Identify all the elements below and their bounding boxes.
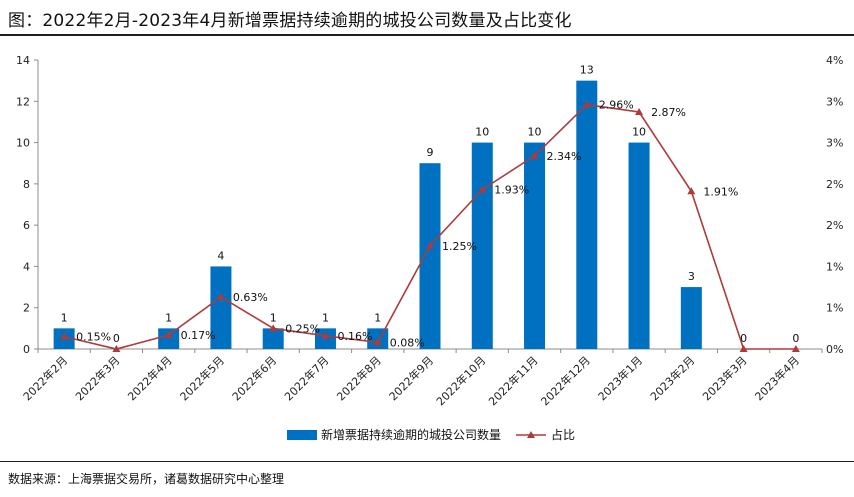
- left-tick-label: 14: [16, 54, 30, 67]
- bar-value-label: 1: [61, 311, 68, 324]
- ratio-value-label: 0.08%: [390, 336, 425, 349]
- ratio-value-label: 2.34%: [547, 150, 582, 163]
- right-tick-label: 2%: [826, 178, 843, 191]
- bar: [419, 163, 441, 349]
- ratio-value-label: 0.15%: [76, 331, 111, 344]
- ratio-marker: [112, 345, 121, 352]
- bar-value-label: 0: [792, 332, 799, 345]
- right-tick-label: 0%: [826, 343, 843, 356]
- x-tick-label: 2022年5月: [177, 353, 227, 403]
- x-tick-label: 2023年2月: [647, 353, 697, 403]
- ratio-marker: [687, 187, 696, 195]
- footer-divider: [0, 461, 854, 462]
- x-tick-label: 2022年11月: [486, 353, 541, 408]
- bar-value-label: 0: [113, 332, 120, 345]
- bar-value-label: 10: [632, 126, 646, 139]
- ratio-value-label: 0.63%: [233, 291, 268, 304]
- ratio-value-label: 2.87%: [651, 106, 686, 119]
- ratio-value-label: 1.93%: [494, 184, 529, 197]
- left-tick-label: 4: [23, 260, 30, 273]
- left-tick-label: 10: [16, 137, 30, 150]
- bar: [576, 80, 598, 350]
- x-tick-label: 2022年6月: [229, 353, 279, 403]
- bar-value-label: 1: [322, 311, 329, 324]
- x-tick-label: 2022年12月: [538, 353, 593, 408]
- right-tick-label: 4%: [826, 54, 843, 67]
- bar-value-label: 0: [740, 332, 747, 345]
- bar-value-label: 1: [374, 311, 381, 324]
- right-tick-label: 1%: [826, 260, 843, 273]
- ratio-marker: [373, 338, 382, 346]
- ratio-marker: [216, 292, 225, 300]
- ratio-marker: [635, 108, 644, 116]
- legend-line-label: 占比: [551, 427, 575, 442]
- ratio-marker: [791, 345, 800, 352]
- bar-value-label: 13: [580, 64, 594, 77]
- ratio-value-label: 0.17%: [181, 329, 216, 342]
- ratio-marker: [478, 185, 487, 193]
- x-tick-label: 2022年7月: [281, 353, 331, 403]
- bar: [680, 287, 702, 349]
- ratio-marker: [426, 241, 434, 249]
- x-tick-label: 2022年9月: [386, 353, 436, 403]
- x-tick-label: 2022年8月: [334, 353, 384, 403]
- bar: [158, 328, 180, 349]
- right-tick-label: 2%: [826, 219, 843, 232]
- bar-value-label: 1: [165, 311, 172, 324]
- right-tick-label: 3%: [826, 95, 843, 108]
- x-tick-label: 2023年1月: [595, 353, 645, 403]
- bar-value-label: 3: [688, 270, 695, 283]
- bar-value-label: 9: [427, 146, 434, 159]
- left-tick-label: 0: [23, 343, 30, 356]
- bar-value-label: 10: [475, 126, 489, 139]
- bar-value-label: 1: [270, 311, 277, 324]
- left-tick-label: 12: [16, 95, 30, 108]
- bar: [628, 142, 650, 349]
- ratio-value-label: 2.96%: [599, 99, 634, 112]
- ratio-value-label: 0.16%: [337, 330, 372, 343]
- left-tick-label: 2: [23, 302, 30, 315]
- x-tick-label: 2022年10月: [433, 353, 488, 408]
- legend-bar-swatch: [287, 430, 317, 440]
- ratio-value-label: 0.25%: [285, 322, 320, 335]
- ratio-marker: [164, 330, 173, 338]
- x-tick-label: 2023年4月: [752, 353, 802, 403]
- title-divider: [0, 34, 854, 36]
- ratio-marker: [321, 331, 330, 339]
- bar: [262, 328, 284, 349]
- ratio-marker: [582, 100, 591, 108]
- ratio-value-label: 1.25%: [442, 240, 477, 253]
- ratio-marker: [269, 324, 278, 332]
- legend-line-marker: [527, 431, 535, 438]
- left-tick-label: 8: [23, 178, 30, 191]
- bar: [524, 142, 546, 349]
- left-tick-label: 6: [23, 219, 30, 232]
- bar: [210, 266, 232, 349]
- ratio-marker: [530, 151, 539, 159]
- ratio-marker: [739, 345, 748, 352]
- ratio-value-label: 1.91%: [703, 185, 738, 198]
- x-tick-label: 2022年3月: [72, 353, 122, 403]
- source-note: 数据来源：上海票据交易所，诸葛数据研究中心整理: [8, 472, 285, 486]
- right-tick-label: 3%: [826, 137, 843, 150]
- bar-value-label: 10: [528, 126, 542, 139]
- legend-bar-label: 新增票据持续逾期的城投公司数量: [321, 427, 501, 442]
- bar-value-label: 4: [217, 249, 224, 262]
- x-tick-label: 2022年2月: [20, 353, 70, 403]
- x-tick-label: 2023年3月: [700, 353, 750, 403]
- right-tick-label: 1%: [826, 302, 843, 315]
- ratio-marker: [60, 332, 69, 340]
- chart-title: 图：2022年2月-2023年4月新增票据持续逾期的城投公司数量及占比变化: [8, 11, 572, 31]
- x-tick-label: 2022年4月: [125, 353, 175, 403]
